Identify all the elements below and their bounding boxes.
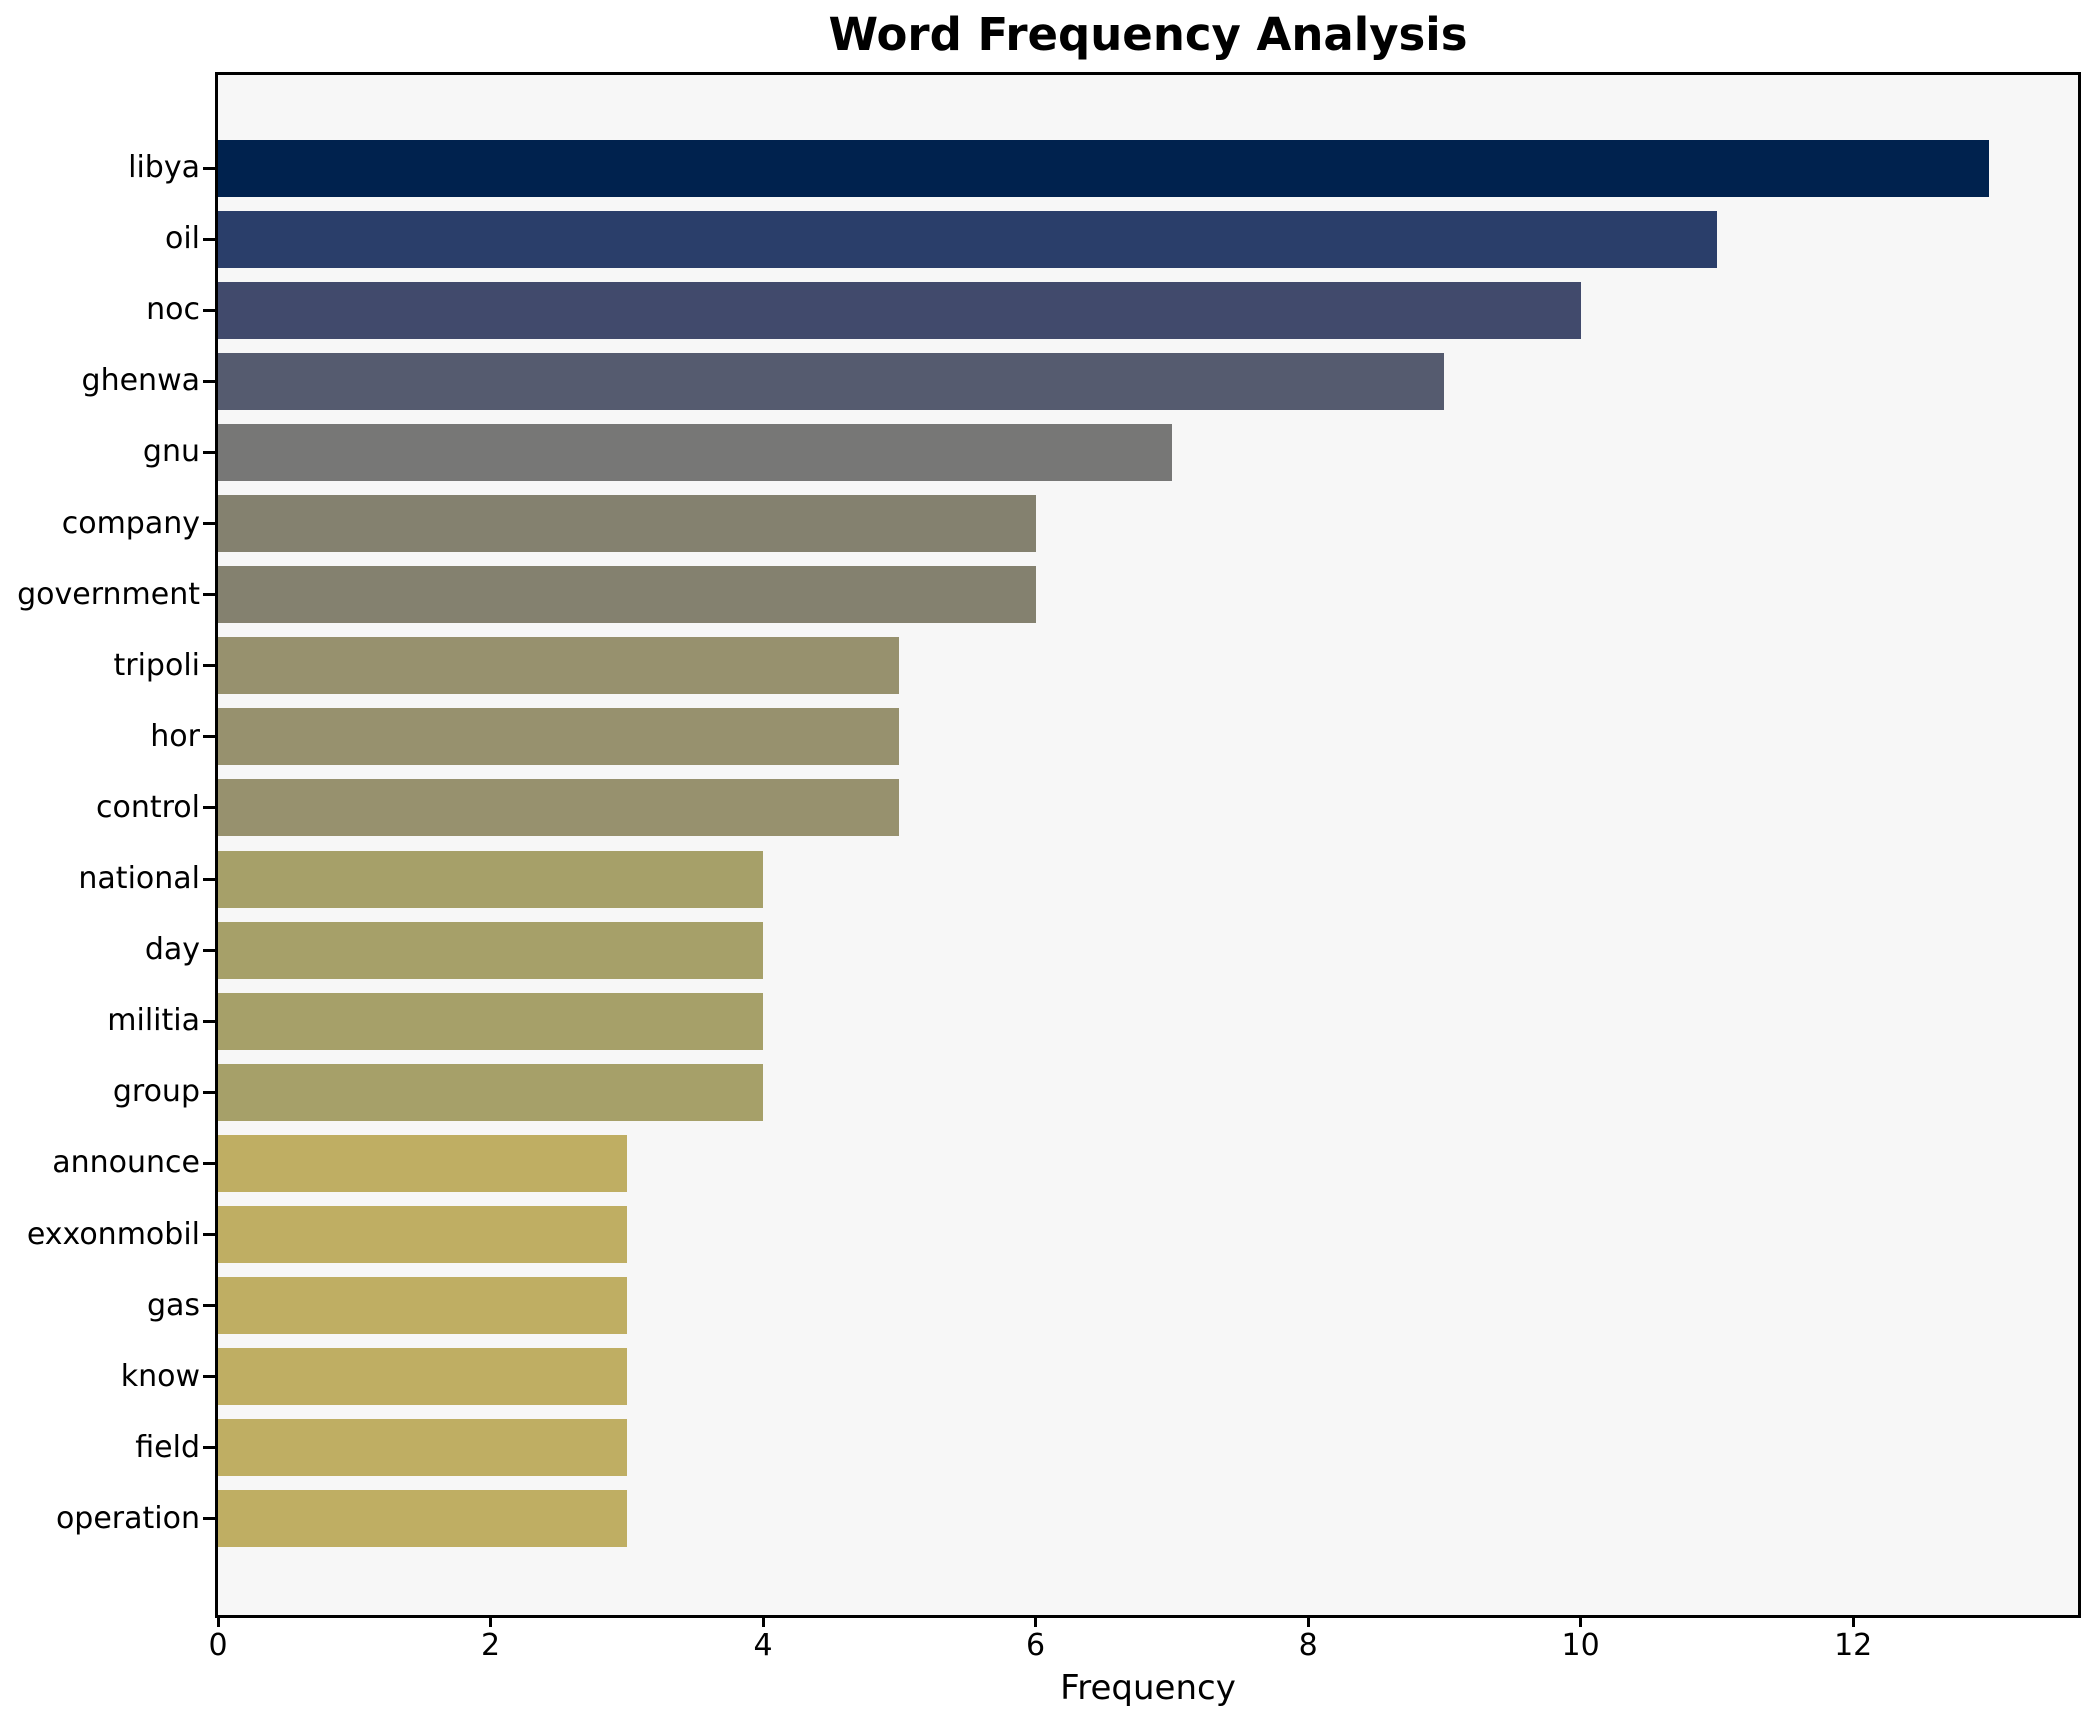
- bar-oil: [218, 210, 1717, 268]
- y-tick-mark: [203, 1304, 216, 1308]
- bar-gnu: [218, 423, 1172, 481]
- bar-operation: [218, 1490, 627, 1548]
- bar-day: [218, 921, 764, 979]
- y-tick-mark: [203, 593, 216, 597]
- y-tick-label-gas: gas: [146, 1287, 200, 1323]
- bar-field: [218, 1419, 627, 1477]
- x-tick-label-2: 2: [480, 1628, 501, 1663]
- bar-hor: [218, 708, 900, 766]
- bar-ghenwa: [218, 352, 1445, 410]
- x-tick-label-6: 6: [1026, 1628, 1046, 1663]
- y-tick-mark: [203, 877, 216, 881]
- y-tick-label-government: government: [17, 576, 200, 612]
- y-tick-mark: [203, 1375, 216, 1379]
- x-tick-mark: [761, 1615, 765, 1627]
- bar-control: [218, 779, 900, 837]
- y-tick-mark: [203, 522, 216, 525]
- y-tick-label-day: day: [144, 932, 200, 968]
- bar-noc: [218, 281, 1581, 339]
- y-tick-mark: [203, 806, 216, 810]
- y-tick-label-hor: hor: [150, 718, 200, 754]
- y-tick-label-national: national: [78, 861, 200, 896]
- x-tick-label-12: 12: [1834, 1628, 1873, 1663]
- y-tick-mark: [203, 1517, 216, 1521]
- y-tick-label-know: know: [120, 1358, 200, 1394]
- y-tick-label-libya: libya: [128, 150, 200, 185]
- y-tick-label-group: group: [112, 1074, 200, 1110]
- y-tick-mark: [203, 948, 216, 952]
- x-tick-mark: [1851, 1615, 1855, 1627]
- bar-libya: [218, 139, 1990, 197]
- x-tick-label-8: 8: [1298, 1628, 1318, 1663]
- y-tick-mark: [203, 664, 216, 668]
- x-tick-mark: [1306, 1615, 1310, 1627]
- y-tick-mark: [203, 308, 216, 312]
- x-tick-label-0: 0: [208, 1628, 228, 1663]
- y-tick-mark: [203, 1233, 216, 1236]
- y-tick-mark: [203, 166, 216, 170]
- y-tick-label-field: field: [135, 1429, 200, 1465]
- x-tick-mark: [1579, 1615, 1583, 1627]
- y-tick-mark: [203, 1446, 216, 1450]
- bar-gas: [218, 1277, 627, 1335]
- x-tick-label-4: 4: [753, 1628, 773, 1663]
- bar-announce: [218, 1134, 627, 1192]
- y-tick-mark: [203, 735, 216, 739]
- y-tick-mark: [203, 1019, 216, 1023]
- y-tick-label-oil: oil: [164, 221, 200, 257]
- bar-exxonmobil: [218, 1206, 627, 1263]
- y-tick-label-operation: operation: [55, 1500, 200, 1536]
- y-tick-mark: [203, 1090, 216, 1094]
- y-tick-label-tripoli: tripoli: [113, 647, 201, 683]
- bar-group: [218, 1063, 764, 1121]
- y-tick-mark: [203, 379, 216, 383]
- y-tick-label-control: control: [96, 789, 200, 825]
- y-tick-label-noc: noc: [146, 292, 200, 328]
- y-tick-label-company: company: [61, 505, 200, 541]
- bar-know: [218, 1348, 627, 1406]
- y-tick-label-announce: announce: [52, 1145, 200, 1181]
- y-tick-mark: [203, 1161, 216, 1165]
- y-tick-mark: [203, 237, 216, 241]
- bar-tripoli: [218, 637, 900, 695]
- bar-government: [218, 566, 1036, 624]
- x-axis-title: Frequency: [1060, 1668, 1236, 1708]
- bar-militia: [218, 992, 764, 1050]
- y-tick-label-militia: militia: [107, 1003, 200, 1039]
- x-tick-mark: [216, 1615, 220, 1627]
- plot-area: [215, 72, 2081, 1618]
- x-tick-mark: [489, 1615, 493, 1627]
- x-tick-mark: [1034, 1615, 1038, 1627]
- x-tick-label-10: 10: [1561, 1628, 1600, 1663]
- y-tick-mark: [203, 450, 216, 454]
- bar-national: [218, 850, 764, 908]
- y-tick-label-exxonmobil: exxonmobil: [26, 1216, 200, 1252]
- chart-title: Word Frequency Analysis: [828, 8, 1468, 61]
- y-tick-label-gnu: gnu: [142, 434, 200, 470]
- bar-company: [218, 495, 1036, 552]
- y-tick-label-ghenwa: ghenwa: [81, 363, 200, 399]
